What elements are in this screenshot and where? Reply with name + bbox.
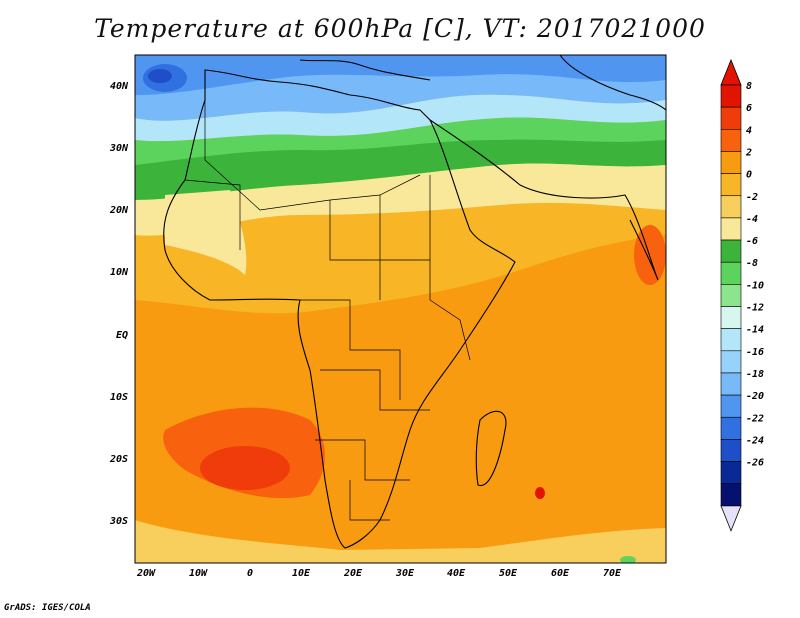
- colorbar-swatch: [720, 394, 742, 418]
- longitude-tick-labels: 20W 10W 0 10E 20E 30E 40E 50E 60E 70E: [136, 568, 622, 579]
- colorbar-swatch: [720, 106, 742, 130]
- lon-label-40e: 40E: [447, 568, 466, 579]
- colorbar-label: -8: [746, 258, 758, 269]
- colorbar-top-cap: [720, 58, 742, 86]
- lat-label-eq: EQ: [116, 330, 128, 341]
- colorbar-swatch: [720, 416, 742, 440]
- colorbar-label: 6: [746, 103, 752, 114]
- colorbar-label: -6: [746, 236, 758, 247]
- colorbar-swatch: [720, 151, 742, 174]
- colorbar-label: -20: [746, 391, 764, 402]
- lon-label-20e: 20E: [343, 568, 363, 579]
- temperature-field: [135, 55, 666, 563]
- lat-label-20s: 20S: [109, 454, 128, 465]
- colorbar-label: -2: [746, 192, 758, 203]
- colorbar-swatch: [720, 372, 742, 396]
- colorbar-swatch: [720, 284, 742, 307]
- colorbar-swatch: [720, 261, 742, 285]
- lat-label-20n: 20N: [109, 205, 129, 216]
- colorbar-swatch: [720, 173, 742, 197]
- colorbar-swatch: [720, 350, 742, 374]
- lat-label-30n: 30N: [109, 143, 129, 154]
- colorbar-swatch: [720, 328, 742, 352]
- colorbar-label: 0: [746, 170, 752, 181]
- lat-label-10s: 10S: [110, 392, 128, 403]
- map-frame: [134, 54, 667, 564]
- lon-label-50e: 50E: [499, 568, 518, 579]
- colorbar-swatch: [720, 239, 742, 263]
- lon-label-60e: 60E: [551, 568, 570, 579]
- colorbar-label: 8: [746, 81, 752, 92]
- lon-label-20w: 20W: [136, 568, 156, 579]
- colorbar-label: -4: [746, 214, 758, 225]
- colorbar-swatch: [720, 483, 742, 507]
- colorbar: 8 6 4 2 0 -2 -4 -6 -8 -10 -12 -14 -16 -18 -20 -22 -24 -26: [720, 58, 764, 532]
- colorbar-swatch: [720, 217, 742, 241]
- colorbar-label: 4: [746, 125, 752, 136]
- lon-label-10e: 10E: [292, 568, 311, 579]
- country-borders: [184, 100, 471, 521]
- colorbar-label: -12: [746, 303, 764, 314]
- lon-label-0: 0: [247, 568, 253, 579]
- lon-label-10w: 10W: [189, 568, 208, 579]
- colorbar-label: -14: [746, 325, 764, 336]
- colorbar-label: -26: [746, 458, 764, 469]
- chart-title: Temperature at 600hPa [C], VT: 201702100…: [94, 14, 706, 43]
- colorbar-swatch: [720, 129, 742, 152]
- colorbar-label: -22: [746, 413, 764, 424]
- lon-label-30e: 30E: [395, 568, 415, 579]
- latitude-tick-labels: 40N 30N 20N 10N EQ 10S 20S 30S: [109, 81, 129, 527]
- colorbar-swatch: [720, 84, 742, 108]
- footer-credit: GrADS: IGES/COLA: [4, 603, 91, 613]
- colorbar-swatch: [720, 439, 742, 462]
- colorbar-label: -16: [746, 347, 764, 358]
- lat-label-30s: 30S: [109, 516, 128, 527]
- lat-label-40n: 40N: [110, 81, 129, 92]
- colorbar-swatch: [720, 306, 742, 329]
- lat-label-10n: 10N: [110, 267, 129, 278]
- colorbar-label: -24: [746, 435, 764, 446]
- colorbar-swatch: [720, 195, 742, 219]
- colorbar-label: 2: [745, 147, 752, 158]
- colorbar-label: -10: [746, 280, 764, 291]
- lon-label-70e: 70E: [603, 568, 622, 579]
- colorbar-swatch: [720, 461, 742, 484]
- colorbar-bottom-cap: [720, 505, 742, 532]
- colorbar-label: -18: [746, 369, 764, 380]
